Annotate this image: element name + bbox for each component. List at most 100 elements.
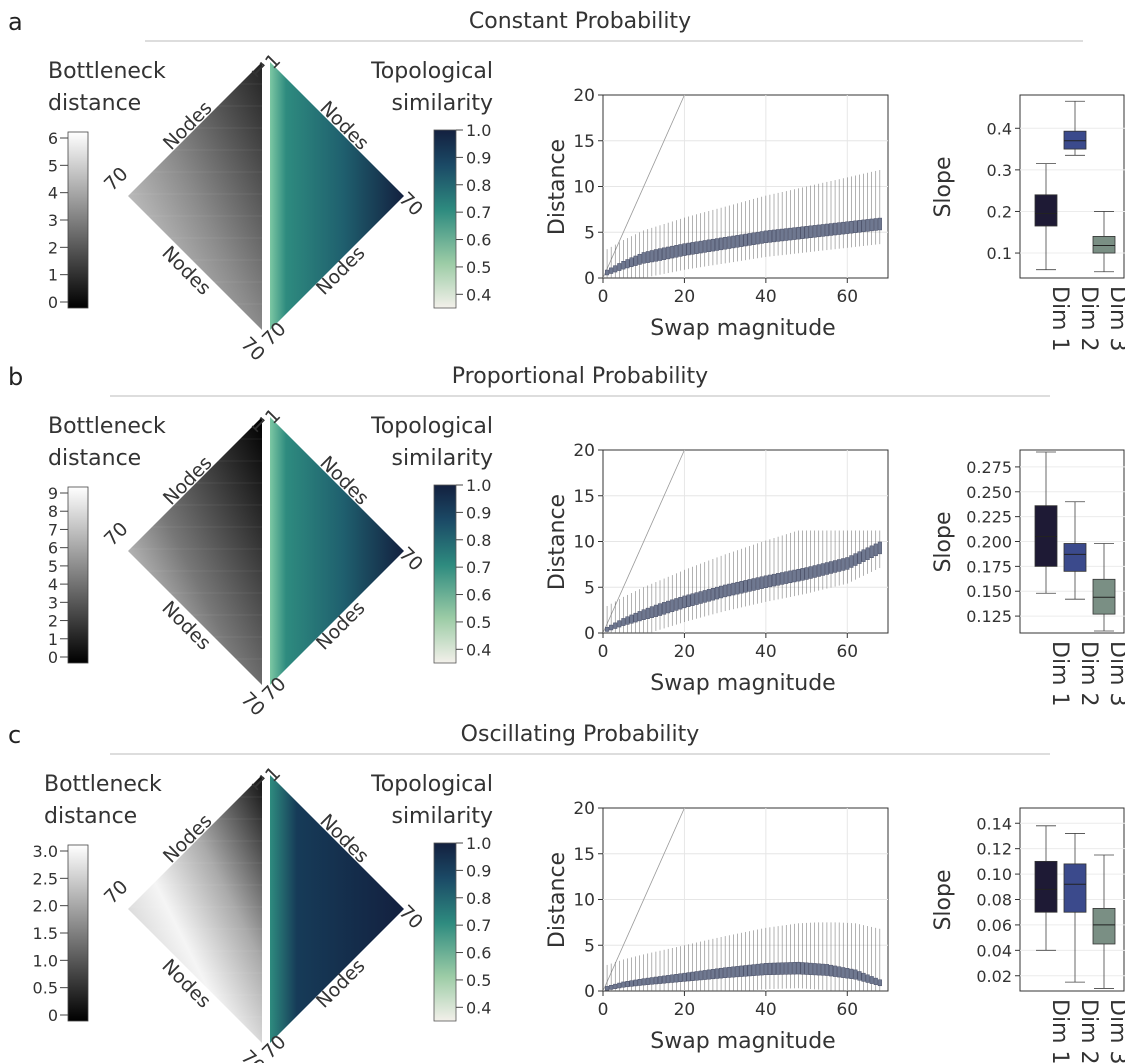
distance-box [621, 618, 626, 626]
bottleneck-colorbar [67, 131, 89, 309]
distance-box [873, 218, 878, 231]
slope-box-2 [1063, 130, 1087, 150]
distance-box [873, 977, 878, 985]
bottleneck-tick: 1 [48, 630, 58, 649]
distance-box [657, 976, 663, 984]
distance-box [613, 622, 618, 629]
x-tick: 60 [836, 287, 858, 307]
distance-box [686, 594, 691, 607]
slope-category: Dim 1 [1047, 641, 1072, 706]
x-tick: 40 [755, 1000, 777, 1020]
distance-box [743, 580, 748, 593]
bottleneck-matrix [128, 62, 262, 330]
bottleneck-tick: 4 [48, 575, 58, 594]
distance-box [714, 586, 720, 600]
bottleneck-tick: 6 [48, 129, 58, 148]
distance-box [637, 253, 642, 265]
bottleneck-tick: 0 [48, 1006, 58, 1025]
similarity-tick: 0.7 [466, 916, 491, 935]
similarity-tick: 0.9 [466, 148, 491, 167]
bottleneck-label: distance [44, 804, 137, 829]
distance-box [710, 969, 715, 980]
distance-box [747, 579, 752, 592]
distance-box [776, 962, 781, 975]
distance-box [739, 581, 744, 594]
distance-box [767, 230, 772, 243]
distance-box [833, 222, 838, 236]
distance-box [710, 238, 715, 252]
distance-box [613, 983, 618, 989]
distance-box [784, 228, 789, 241]
bottleneck-label: Bottleneck [44, 772, 162, 797]
distance-box [645, 977, 650, 985]
bottleneck-tick: 5 [48, 557, 58, 576]
slope-tick: 0.175 [966, 557, 1012, 576]
distance-box [804, 226, 809, 239]
bottleneck-tick: 7 [48, 520, 58, 539]
slope-axis-label: Slope [931, 156, 956, 217]
y-tick: 0 [584, 624, 595, 644]
slope-box-3 [1092, 236, 1116, 254]
distance-plot: 0 20 40 60 0 5 10 15 20 Swap magnitude Distance [545, 441, 889, 696]
distance-box [698, 970, 703, 981]
distance-box [820, 963, 825, 976]
y-tick: 0 [584, 269, 595, 289]
bottleneck-tick: 8 [48, 502, 58, 521]
distance-box [710, 588, 715, 601]
bottleneck-tick: 3.0 [33, 842, 58, 861]
slope-tick: 0.200 [966, 533, 1012, 552]
distance-box [731, 235, 736, 249]
bottleneck-colorbar [67, 844, 89, 1022]
bottleneck-tick: 3 [48, 211, 58, 230]
distance-box [849, 221, 854, 234]
distance-box [869, 545, 874, 558]
similarity-tick: 0.7 [466, 203, 491, 222]
distance-box [702, 970, 707, 980]
distance-box [763, 963, 768, 976]
distance-box [824, 562, 829, 575]
bottleneck-tick: 9 [48, 484, 58, 503]
distance-box [625, 616, 630, 625]
slope-tick: 0.02 [976, 967, 1012, 986]
slope-tick: 0.275 [966, 458, 1012, 477]
distance-box [808, 962, 813, 975]
distance-box [609, 984, 614, 990]
bottleneck-label: distance [48, 91, 141, 116]
distance-box [788, 962, 793, 975]
distance-box [714, 968, 720, 979]
distance-box [633, 612, 638, 623]
bottleneck-tick: 3 [48, 593, 58, 612]
similarity-tick: 0.4 [466, 285, 491, 304]
distance-box [666, 975, 671, 984]
distance-box [629, 980, 634, 987]
similarity-tick: 1.0 [466, 121, 491, 140]
slope-plot: 0.02 0.04 0.06 0.08 0.10 0.12 0.14 Dim 1 Dim 2 Di… [931, 807, 1125, 1063]
bottleneck-tick: 0 [48, 648, 58, 667]
distance-box [649, 977, 654, 985]
distance-box [845, 557, 850, 570]
slope-box-1 [1034, 194, 1058, 227]
distance-box [776, 573, 781, 586]
slope-plot: 0.125 0.150 0.175 0.200 0.225 0.250 0.275 Dim 1… [931, 449, 1125, 706]
slope-tick: 0.1 [987, 244, 1012, 263]
distance-box [808, 566, 813, 579]
slope-tick: 0.150 [966, 582, 1012, 601]
x-tick: 60 [836, 1000, 858, 1020]
slope-tick: 0.06 [976, 916, 1012, 935]
similarity-tick: 1.0 [466, 476, 491, 495]
distance-box [861, 549, 866, 562]
panel-b: b Proportional Probability Bottleneck dista… [8, 363, 1125, 721]
y-axis-label: Distance [545, 852, 570, 948]
similarity-tick: 0.6 [466, 944, 491, 963]
distance-box [731, 582, 736, 596]
panel-letter: a [8, 8, 23, 36]
x-tick: 0 [598, 1000, 609, 1020]
distance-box [641, 609, 646, 620]
distance-box [682, 972, 687, 982]
topological-label: Topological [370, 772, 493, 797]
y-tick: 5 [584, 936, 595, 956]
distance-box [727, 236, 732, 249]
similarity-tick: 0.8 [466, 889, 491, 908]
x-tick: 20 [674, 287, 696, 307]
identity-line [602, 807, 685, 992]
